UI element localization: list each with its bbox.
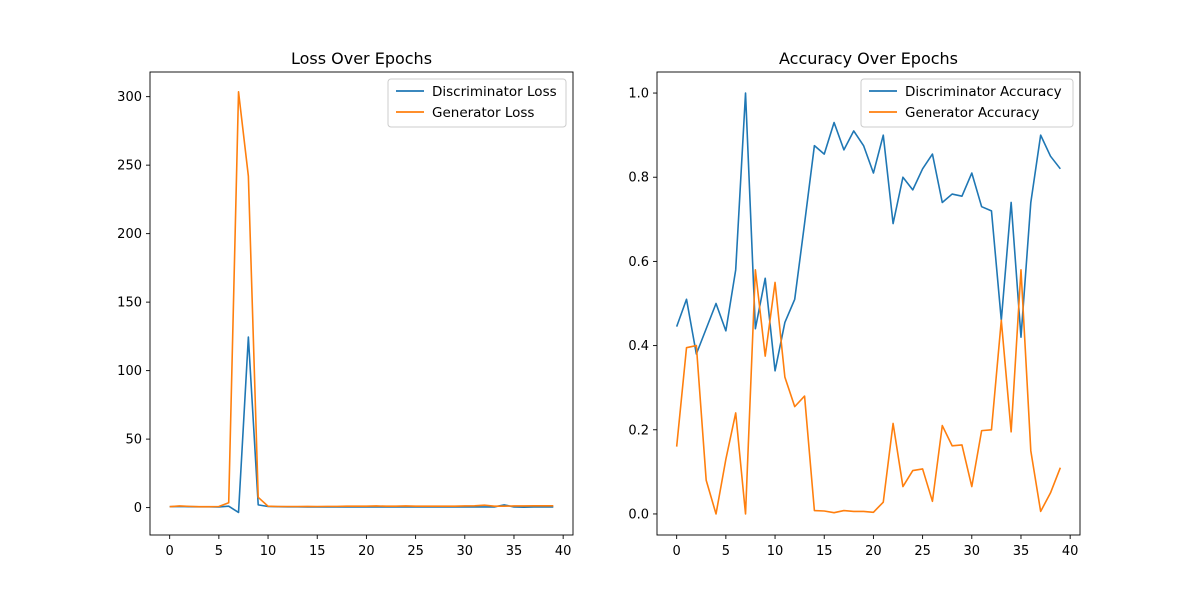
series-line-2: [675, 269, 1062, 515]
legend: Discriminator Accuracy Generator Accuracy: [860, 78, 1074, 128]
legend-box: [387, 78, 567, 128]
y-tick-label: 0.6: [628, 255, 649, 270]
legend-label: Generator Accuracy: [905, 105, 1039, 121]
x-tick-label: 25: [914, 544, 931, 559]
x-tick-label: 10: [260, 544, 277, 559]
legend-label: Discriminator Loss: [432, 84, 557, 100]
x-tick-label: 5: [215, 544, 223, 559]
x-tick-label: 35: [506, 544, 523, 559]
x-tick-label: 10: [767, 544, 784, 559]
x-tick-label: 0: [673, 544, 681, 559]
y-tick-label: 0.0: [628, 507, 649, 522]
y-tick-label: 250: [117, 159, 142, 174]
series-line-2: [169, 91, 554, 508]
y-tick-label: 1.0: [628, 87, 649, 102]
chart-title: Accuracy Over Epochs: [779, 49, 958, 68]
x-tick-label: 30: [457, 544, 474, 559]
x-tick-label: 5: [722, 544, 730, 559]
legend: Discriminator Loss Generator Loss: [387, 78, 567, 128]
legend-label: Generator Loss: [432, 105, 534, 121]
x-tick-label: 30: [964, 544, 981, 559]
x-tick-label: 20: [358, 544, 375, 559]
x-tick-label: 40: [555, 544, 572, 559]
x-tick-label: 15: [309, 544, 326, 559]
legend-label: Discriminator Accuracy: [905, 84, 1062, 100]
y-tick-label: 200: [117, 227, 142, 242]
chart-title: Loss Over Epochs: [291, 49, 432, 68]
axes-frame: [656, 71, 1081, 536]
y-tick-label: 50: [125, 433, 142, 448]
y-tick-label: 100: [117, 364, 142, 379]
y-tick-label: 0.8: [628, 171, 649, 186]
chart-1: 0 5 10 15 20 25 30 35 40 0 50 100 150 200 250 300 Loss O…: [117, 49, 574, 559]
legend-box: [860, 78, 1074, 128]
y-tick-label: 0.2: [628, 423, 649, 438]
x-tick-label: 35: [1013, 544, 1030, 559]
series-line-1: [675, 92, 1061, 372]
y-tick-label: 150: [117, 296, 142, 311]
x-tick-label: 25: [407, 544, 424, 559]
x-tick-label: 20: [865, 544, 882, 559]
axes-frame: [149, 71, 574, 536]
x-tick-label: 15: [816, 544, 833, 559]
x-tick-label: 0: [166, 544, 174, 559]
chart-2: 0 5 10 15 20 25 30 35 40 0.0 0.2 0.4 0.6 0.8 1.0 Accura…: [628, 49, 1081, 559]
y-tick-label: 0.4: [628, 339, 649, 354]
x-tick-label: 40: [1062, 544, 1079, 559]
y-tick-label: 300: [117, 90, 142, 105]
y-tick-label: 0: [134, 501, 142, 516]
